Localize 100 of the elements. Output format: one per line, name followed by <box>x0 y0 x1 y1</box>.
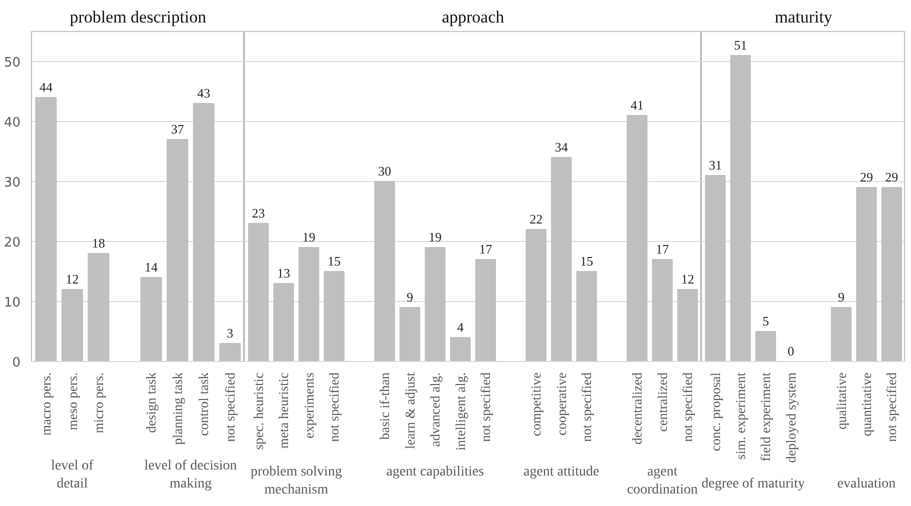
y-tick-label: 50 <box>4 56 21 70</box>
x-tick-label: field experiment <box>758 372 774 462</box>
bar <box>830 307 852 362</box>
bar <box>219 343 241 362</box>
x-tick-label: advanced alg. <box>428 372 443 447</box>
x-tick-label: cooperative <box>554 372 569 436</box>
x-tick-label: micro pers. <box>91 372 106 434</box>
data-label: 44 <box>39 80 53 94</box>
x-tick-label: meta heuristic <box>276 372 292 449</box>
x-tick-label: not specified <box>326 372 342 442</box>
y-tick-label: 30 <box>4 176 21 190</box>
bar <box>475 259 496 362</box>
bar <box>551 157 572 362</box>
y-tick-label: 0 <box>12 356 21 370</box>
x-tick-label: planning task <box>170 372 185 445</box>
data-label: 30 <box>378 164 392 178</box>
bar <box>248 223 269 362</box>
bar <box>856 187 877 362</box>
bar <box>730 55 751 362</box>
y-tick-label: 40 <box>4 116 21 130</box>
data-label: 0 <box>788 344 794 358</box>
x-tick-label: design task <box>144 372 159 433</box>
bar <box>626 115 648 362</box>
data-label: 3 <box>226 326 234 340</box>
x-tick-label: centralized <box>654 372 670 432</box>
text: problem solving mechanism <box>250 464 342 498</box>
text: level of decision making <box>144 458 237 492</box>
bar <box>298 247 320 362</box>
data-label: 12 <box>681 272 694 286</box>
data-label: 23 <box>252 206 265 220</box>
data-label: 9 <box>406 290 414 304</box>
bar <box>374 181 395 362</box>
x-tick-label: basic if-than <box>377 372 392 440</box>
bar <box>526 229 546 362</box>
chart-title: approach <box>442 8 505 26</box>
data-label: 13 <box>277 266 290 280</box>
text: evaluation <box>837 476 896 492</box>
x-tick-label: not specified <box>478 372 494 442</box>
bar <box>166 139 188 362</box>
x-tick-label: quantitative <box>858 372 874 436</box>
bar <box>88 253 110 362</box>
chart-title: problem description <box>70 8 207 26</box>
data-label: 4 <box>457 320 464 334</box>
data-label: 37 <box>170 122 184 136</box>
data-label: 15 <box>580 254 594 268</box>
data-label: 17 <box>479 242 493 256</box>
x-tick-label: intelligent alg. <box>452 372 468 450</box>
text: level of detail <box>51 458 94 492</box>
y-tick-label: 20 <box>4 236 21 250</box>
x-tick-label: not specified <box>884 372 900 442</box>
bar <box>705 175 726 362</box>
data-label: 12 <box>66 272 79 286</box>
x-tick-label: meso pers. <box>64 372 80 430</box>
x-tick-label: experiments <box>301 372 316 438</box>
data-label: 43 <box>197 86 210 100</box>
data-label: 51 <box>734 38 748 52</box>
x-tick-label: not specified <box>579 372 594 442</box>
text: agent coordination <box>626 464 698 498</box>
bar <box>35 97 57 362</box>
bar <box>192 103 214 362</box>
bar <box>273 283 294 362</box>
text: degree of maturity <box>702 476 805 492</box>
data-label: 31 <box>708 158 722 172</box>
data-label: 19 <box>302 230 316 244</box>
bar <box>140 277 162 362</box>
bar <box>424 247 446 362</box>
x-tick-label: spec. heuristic <box>250 372 266 450</box>
text: agent attitude <box>523 464 600 480</box>
data-label: 5 <box>762 314 769 328</box>
data-label: 18 <box>92 236 106 250</box>
data-label: 29 <box>885 170 898 184</box>
bar <box>576 271 597 362</box>
x-tick-label: competitive <box>528 372 544 436</box>
text: agent capabilities <box>386 464 484 480</box>
x-tick-label: macro pers. <box>38 372 54 436</box>
data-label: 15 <box>328 254 341 268</box>
x-tick-label: not specified <box>222 372 238 442</box>
data-label: 34 <box>554 140 568 154</box>
chart-title: maturity <box>774 8 833 26</box>
data-label: 14 <box>144 260 158 274</box>
data-label: 9 <box>838 290 845 304</box>
data-label: 22 <box>530 212 543 226</box>
x-tick-label: decentralized <box>630 372 645 444</box>
bar <box>324 271 344 362</box>
x-tick-label: conc. proposal <box>708 372 723 452</box>
bar <box>450 337 471 362</box>
x-tick-label: not specified <box>680 372 696 442</box>
bar <box>652 259 673 362</box>
x-tick-label: sim. experiment <box>733 372 748 460</box>
bar <box>677 289 698 362</box>
bar <box>755 331 776 362</box>
x-tick-label: deployed system <box>783 372 798 463</box>
data-label: 29 <box>860 170 873 184</box>
x-tick-label: qualitative <box>834 372 849 430</box>
data-label: 19 <box>428 230 442 244</box>
y-tick-label: 10 <box>4 296 21 310</box>
x-tick-label: control task <box>196 372 212 436</box>
bar <box>881 187 902 362</box>
data-label: 41 <box>630 98 644 112</box>
bar <box>62 289 84 362</box>
